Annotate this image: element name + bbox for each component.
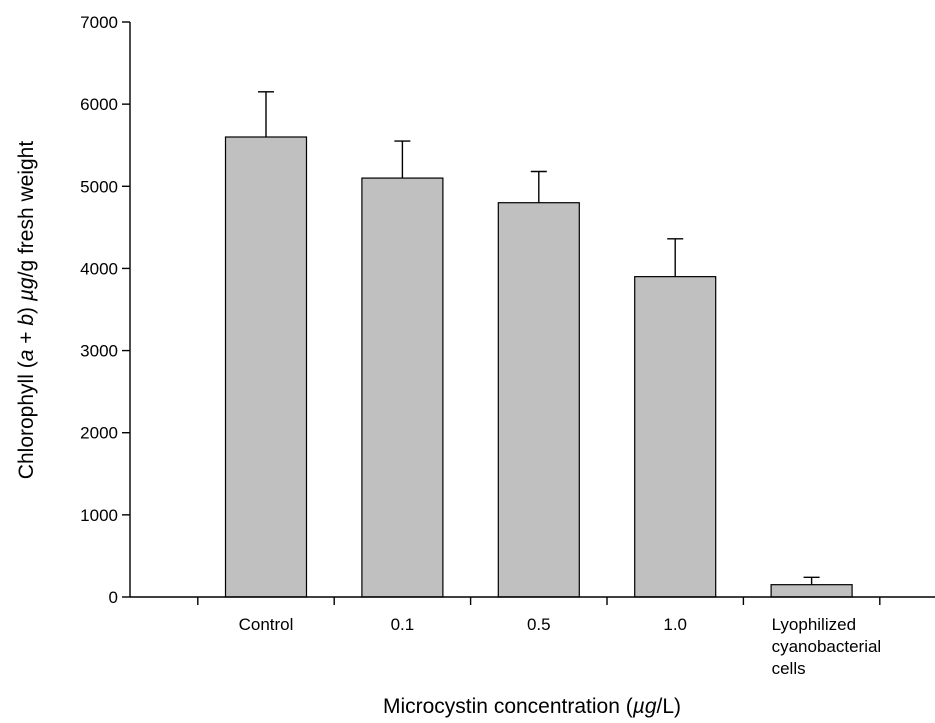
x-tick-label: 0.1	[391, 615, 415, 634]
y-tick-label: 0	[109, 588, 118, 607]
y-tick-label: 5000	[80, 177, 118, 196]
y-tick-label: 3000	[80, 342, 118, 361]
y-axis-title: Chlorophyll (a + b) µg/g fresh weight	[15, 141, 38, 480]
x-tick-label: 0.5	[527, 615, 551, 634]
plot-area: 0 1000 2000 3000 4000 5000 6000 7000 Control 0.1 0…	[15, 13, 935, 718]
x-tick-label: Control	[239, 615, 294, 634]
x-axis-title: Microcystin concentration (µg/L)	[383, 695, 681, 718]
bar	[224, 136, 308, 598]
x-tick-label: 1.0	[663, 615, 687, 634]
y-tick-label: 7000	[80, 13, 118, 32]
y-tick-label: 1000	[80, 506, 118, 525]
y-tick-label: 4000	[80, 259, 118, 278]
y-tick-label: 2000	[80, 424, 118, 443]
bar	[361, 177, 444, 598]
bar	[497, 202, 580, 598]
y-tick-label: 6000	[80, 95, 118, 114]
x-tick-label: Lyophilized cyanobacterial cells	[772, 615, 882, 678]
bar	[634, 276, 717, 598]
bar	[770, 584, 853, 598]
